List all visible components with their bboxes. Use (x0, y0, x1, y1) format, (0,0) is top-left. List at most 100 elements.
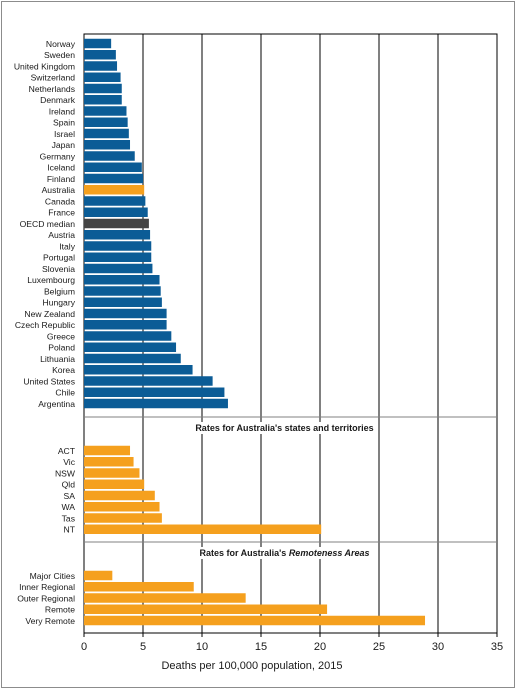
category-label: Chile (55, 388, 75, 398)
bar (84, 342, 177, 352)
bar (84, 582, 194, 592)
bar (84, 376, 213, 386)
bar (84, 196, 146, 206)
category-label: Iceland (47, 163, 75, 173)
category-label: OECD median (20, 219, 76, 229)
category-label: Poland (48, 343, 75, 353)
bar (84, 106, 127, 116)
bar (84, 95, 122, 105)
bar (84, 604, 328, 614)
category-label: NT (64, 525, 76, 535)
category-label: Major Cities (30, 571, 75, 581)
category-label: United Kingdom (14, 61, 75, 71)
bar (84, 457, 134, 467)
bar (84, 387, 225, 397)
category-label: Portugal (43, 253, 75, 263)
bar (84, 331, 172, 341)
category-label: Netherlands (29, 84, 75, 94)
bars (84, 38, 426, 626)
bar (84, 38, 112, 49)
bar (84, 230, 151, 240)
category-label: Tas (62, 513, 75, 523)
category-label: WA (61, 502, 75, 512)
bar (84, 241, 152, 251)
bar (84, 162, 142, 172)
bar (84, 297, 162, 307)
category-label: Korea (52, 365, 75, 375)
bar (84, 218, 149, 229)
bar (84, 275, 160, 285)
category-label: Qld (62, 480, 76, 490)
x-axis: 0 5 10 15 20 25 30 35 (81, 633, 503, 653)
panel-title-backdrop (196, 547, 373, 559)
bar (84, 140, 131, 150)
category-label: Finland (47, 174, 75, 184)
bar (84, 72, 121, 82)
x-tick-label: 10 (196, 641, 208, 653)
bar (84, 263, 153, 274)
x-tick-label: 15 (255, 641, 267, 653)
category-label: France (48, 208, 75, 218)
bar (84, 445, 131, 456)
category-label: Australia (42, 185, 76, 195)
bar (84, 570, 113, 581)
category-label: Austria (48, 230, 75, 240)
category-label: Israel (54, 129, 75, 139)
bar (84, 185, 145, 195)
x-tick-label: 20 (314, 641, 326, 653)
category-label: Spain (53, 118, 75, 128)
bar (84, 615, 426, 626)
x-tick-label: 30 (432, 641, 444, 653)
category-label: Canada (45, 196, 75, 206)
bar (84, 513, 162, 523)
panel-titles: Rates for Australia's states and territo… (192, 422, 377, 559)
bar (84, 502, 160, 512)
category-label: Japan (52, 140, 76, 150)
x-tick-label: 0 (81, 641, 87, 653)
bar (84, 490, 155, 501)
category-label: Belgium (44, 286, 75, 296)
bar (84, 286, 161, 296)
category-label: Slovenia (42, 264, 75, 274)
category-label: Switzerland (31, 73, 76, 83)
bar (84, 468, 140, 478)
category-label: Ireland (49, 106, 75, 116)
category-label: SA (64, 491, 76, 501)
category-label: Lithuania (40, 354, 75, 364)
category-label: Denmark (40, 95, 76, 105)
category-label: Czech Republic (15, 320, 76, 330)
bar (84, 320, 167, 330)
bar (84, 117, 128, 127)
bar (84, 50, 116, 60)
bar (84, 479, 145, 489)
category-label: Germany (40, 151, 76, 161)
bar (84, 524, 322, 534)
panel-dividers (84, 416, 497, 543)
x-tick-label: 5 (140, 641, 146, 653)
category-label: United States (23, 376, 75, 386)
category-label: Luxembourg (27, 275, 75, 285)
category-label: Vic (63, 457, 75, 467)
panel-title-backdrop (192, 422, 377, 434)
x-tick-label: 25 (373, 641, 385, 653)
category-label: Argentina (38, 399, 75, 409)
panel-title: Rates for Australia's states and territo… (195, 423, 373, 433)
bar (84, 398, 228, 409)
category-label: Outer Regional (17, 593, 75, 603)
x-tick-label: 35 (491, 641, 503, 653)
category-label: Inner Regional (19, 582, 75, 592)
bar (84, 151, 135, 161)
category-label: Italy (59, 241, 75, 251)
category-label: Norway (46, 39, 76, 49)
category-label: NSW (55, 468, 76, 478)
bar (84, 173, 143, 184)
bar (84, 128, 129, 139)
bar (84, 308, 167, 319)
bar (84, 207, 148, 217)
bar (84, 83, 122, 94)
x-axis-label: Deaths per 100,000 population, 2015 (161, 660, 342, 672)
category-label: ACT (58, 446, 76, 456)
category-label: Hungary (43, 298, 76, 308)
